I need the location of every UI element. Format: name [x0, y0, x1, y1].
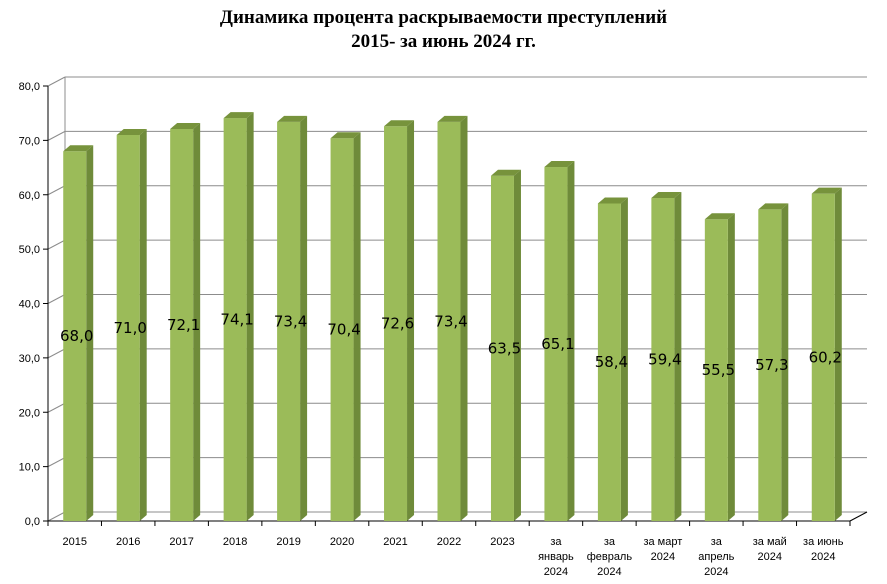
- bar-top: [651, 192, 682, 199]
- y-tick-label: 20,0: [19, 407, 40, 419]
- gridline-side: [47, 239, 66, 250]
- x-tick-label: за апрель 2024: [698, 536, 734, 578]
- data-label: 68,0: [60, 327, 93, 345]
- x-tick-label: 2021: [383, 536, 407, 548]
- data-label: 57,3: [755, 356, 788, 374]
- bar-top: [811, 187, 842, 194]
- y-tick-label: 40,0: [19, 299, 40, 311]
- x-tick-label: за январь 2024: [538, 536, 574, 578]
- bar-side: [86, 145, 94, 521]
- x-tick-label: 2019: [276, 536, 300, 548]
- y-tick-label: 30,0: [19, 353, 40, 365]
- bar-side: [727, 213, 735, 521]
- bar-top: [490, 169, 521, 176]
- x-tick-label: 2017: [169, 536, 193, 548]
- bar-top: [63, 145, 94, 152]
- y-tick-label: 10,0: [19, 462, 40, 474]
- data-label: 65,1: [541, 335, 574, 353]
- bar-top: [597, 197, 628, 204]
- bar-top: [170, 122, 201, 129]
- gridline-side: [47, 76, 66, 87]
- gridline-side: [47, 511, 66, 522]
- gridline-side: [47, 130, 66, 141]
- bar: [63, 151, 87, 521]
- x-tick-label: 2023: [490, 536, 514, 548]
- gridline-side: [47, 457, 66, 468]
- data-label: 72,1: [167, 316, 200, 334]
- x-tick-label: 2015: [62, 536, 86, 548]
- bar: [170, 128, 194, 522]
- bar-side: [139, 128, 147, 521]
- data-label: 71,0: [113, 319, 146, 337]
- bar-side: [193, 122, 201, 522]
- bar: [651, 198, 675, 521]
- y-tick-label: 60,0: [19, 190, 40, 202]
- x-tick-label: за июнь 2024: [803, 536, 844, 563]
- bar-side: [620, 197, 628, 521]
- bar-side: [674, 192, 682, 521]
- bar-top: [704, 213, 735, 220]
- bar: [544, 167, 568, 522]
- data-label: 55,5: [702, 361, 735, 379]
- x-tick-label: 2022: [437, 536, 461, 548]
- bar-side: [567, 161, 575, 522]
- bar: [116, 134, 140, 521]
- gridline-side: [47, 185, 66, 196]
- x-axis-depth: [849, 511, 868, 522]
- x-tick-label: за март 2024: [643, 536, 682, 563]
- bar: [490, 175, 514, 521]
- bar-side: [834, 187, 842, 521]
- bar-side: [300, 115, 308, 521]
- bar: [758, 209, 782, 521]
- bar: [223, 118, 247, 522]
- data-label: 73,4: [434, 312, 467, 330]
- y-tick-label: 0,0: [25, 516, 40, 528]
- bar-top: [544, 161, 575, 168]
- data-label: 74,1: [220, 311, 253, 329]
- bar-side: [407, 120, 415, 522]
- bar-top: [437, 115, 468, 122]
- x-tick-label: 2020: [330, 536, 354, 548]
- data-label: 58,4: [595, 353, 628, 371]
- gridline-side: [47, 402, 66, 413]
- bar-top: [277, 115, 308, 122]
- data-label: 72,6: [381, 315, 414, 333]
- bar-side: [781, 203, 789, 521]
- bar: [597, 203, 621, 521]
- bar-top: [330, 132, 361, 139]
- x-tick-label: за февраль 2024: [587, 536, 633, 578]
- y-tick-label: 70,0: [19, 135, 40, 147]
- gridline-side: [47, 348, 66, 359]
- bar-side: [460, 115, 468, 521]
- bar: [330, 138, 354, 521]
- bar: [277, 121, 301, 521]
- bar-top: [223, 112, 254, 119]
- data-label: 73,4: [274, 312, 307, 330]
- gridline-side: [47, 294, 66, 304]
- chart-title-line-1: Динамика процента раскрываемости преступ…: [219, 7, 668, 28]
- y-tick-label: 80,0: [19, 81, 40, 93]
- bar-side: [513, 169, 521, 521]
- bar-top: [116, 128, 147, 135]
- data-label: 63,5: [488, 339, 521, 357]
- data-label: 70,4: [327, 321, 360, 339]
- data-label: 59,4: [648, 351, 681, 369]
- bar: [811, 193, 835, 521]
- data-label: 60,2: [809, 348, 842, 366]
- bar: [704, 219, 728, 521]
- chart-title: Динамика процента раскрываемости преступ…: [0, 6, 887, 54]
- bar-side: [353, 132, 361, 521]
- y-tick-label: 50,0: [19, 244, 40, 256]
- x-tick-label: за май 2024: [753, 536, 787, 563]
- bar: [437, 121, 461, 521]
- chart-title-line-2: 2015- за июнь 2024 гг.: [351, 31, 536, 52]
- x-tick-label: 2016: [116, 536, 140, 548]
- bar-top: [384, 120, 415, 127]
- bar-side: [246, 112, 254, 522]
- bar-top: [758, 203, 789, 210]
- bar: [384, 126, 408, 522]
- x-tick-label: 2018: [223, 536, 247, 548]
